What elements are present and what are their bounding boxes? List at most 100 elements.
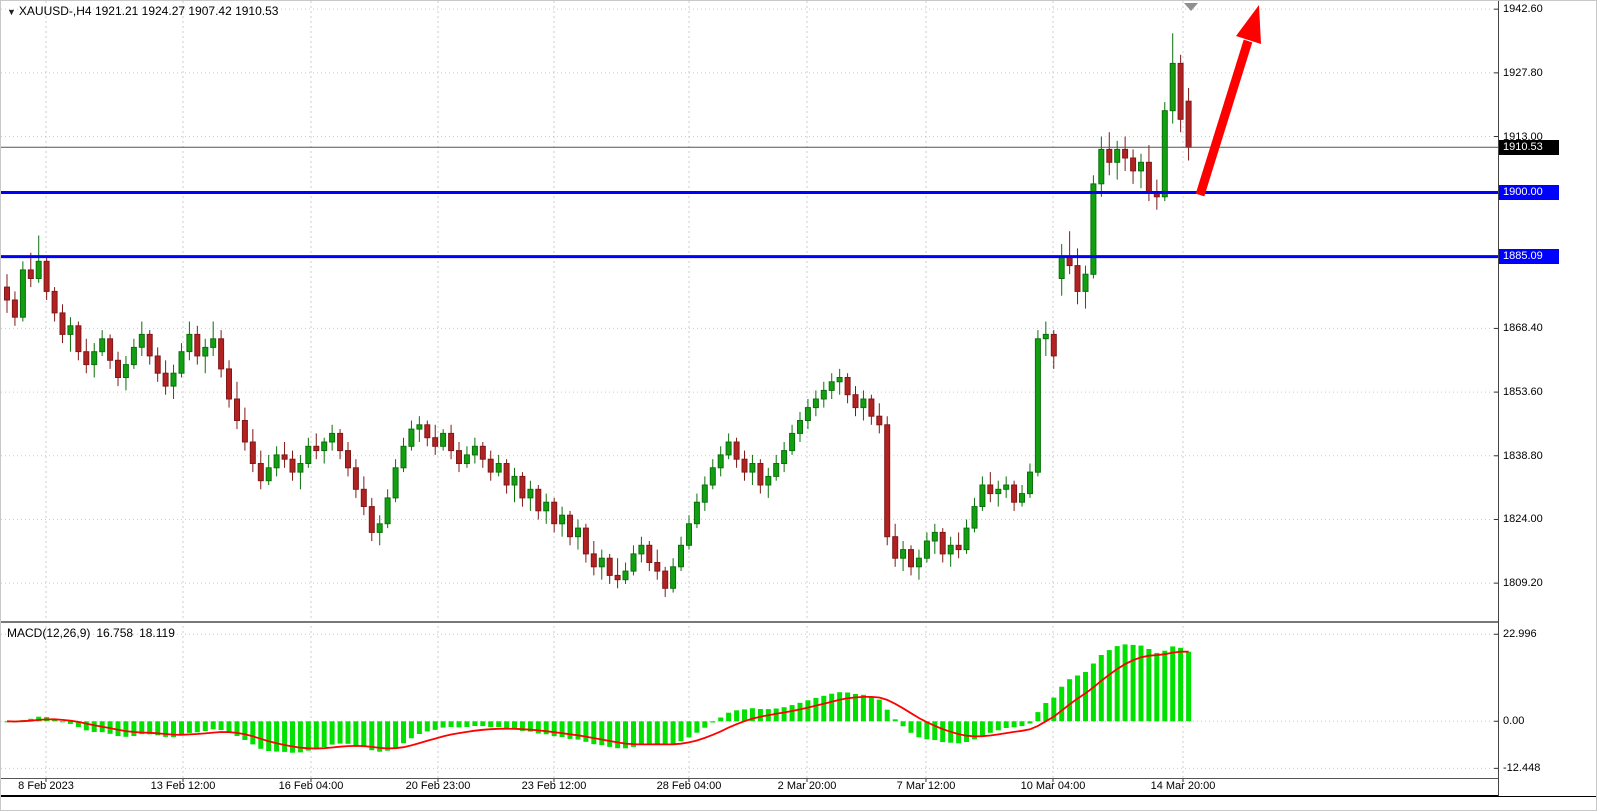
candle-body [241,420,248,443]
candle-body [804,407,811,422]
candle-body [210,338,217,348]
candle-body [717,454,724,469]
macd-bar [290,721,295,753]
candle-body [662,570,669,589]
macd-bar [147,721,153,735]
time-axis-label: 8 Feb 2023 [18,780,74,792]
candle-body [590,553,597,568]
macd-bar [956,721,962,744]
macd-bar [218,721,224,730]
candle-body [606,557,613,576]
candle-body [812,398,819,409]
candle-body [892,536,899,559]
macd-bar [551,721,557,737]
macd-bar [749,708,755,722]
candle-body [75,325,82,353]
candle-body [162,372,169,387]
candle-body [99,338,106,353]
macd-bar [1186,651,1192,722]
candle-body [598,557,605,568]
candle-body [1161,110,1168,198]
macd-bar [329,721,335,745]
candle-body [345,450,351,469]
candle-body [11,299,18,318]
macd-bar [512,721,517,730]
macd-bar [813,697,819,722]
price-level-badge: 1910.53 [1499,139,1559,155]
candle-body [83,351,90,366]
candle-body [487,458,494,473]
macd-bar [369,721,375,751]
macd-bar [995,721,1001,731]
time-axis[interactable]: 8 Feb 2023 13 Feb 12:00 16 Feb 04:00 20 Feb… [1,779,1498,795]
macd-bar [1035,712,1041,722]
candle-body [1185,100,1192,148]
candle-body [249,441,256,464]
macd-bar [908,721,914,733]
macd-bar [226,721,232,733]
candle-body [122,364,129,379]
macd-bar [964,721,969,742]
trend-arrow-annotation[interactable] [1195,5,1261,197]
macd-bar [186,721,192,733]
macd-bar [884,709,890,722]
candle-body [622,570,629,581]
macd-bar [519,721,525,731]
candle-body [1090,183,1097,275]
candle-body [559,514,566,525]
macd-bar [75,721,81,728]
macd-bar [313,721,319,750]
candle-body [868,398,875,417]
price-chart-canvas[interactable] [1,1,1498,796]
time-axis-label: 20 Feb 23:00 [405,780,471,792]
macd-bar [853,694,858,722]
macd-bar [345,721,351,744]
macd-bar [274,721,280,752]
candle-body [448,432,455,452]
candle-body [43,260,50,292]
candle-body [987,484,994,495]
candle-body [1066,256,1073,267]
chart-shift-marker-icon[interactable] [1184,3,1198,11]
candle-body [297,463,304,473]
macd-bar [282,721,288,752]
candle-body [305,445,312,464]
candle-body [741,458,748,473]
candle-body [138,333,145,348]
ohlc-values-label: 1921.21 1924.27 1907.42 1910.53 [94,4,279,18]
pane-separator[interactable] [1,621,1596,623]
macd-bar [393,721,399,748]
candle-body [313,445,320,452]
candle-body [368,506,375,533]
candle-body [543,501,550,512]
candle-body [1003,484,1010,490]
price-axis[interactable]: 1942.60 1927.80 1913.00 1868.40 1853.60 1838.… [1498,1,1596,796]
macd-bar [702,721,708,728]
candle-body [67,325,74,335]
candle-body [146,333,153,357]
macd-bar [202,721,208,731]
macd-bar [1011,721,1017,728]
candle-body [1098,148,1105,185]
candle-body [638,544,645,555]
candle-body [1169,62,1176,112]
candle-body [686,523,692,546]
candle-body [289,458,296,473]
candle-body [630,553,637,572]
price-axis-label: 1927.80 [1503,66,1543,79]
time-axis-label: 28 Feb 04:00 [656,780,722,792]
window-bottom-border [1,795,1596,797]
time-axis-label: 14 Mar 20:00 [1150,780,1216,792]
macd-bar [1138,645,1144,722]
macd-bar [1154,652,1160,722]
macd-bar [480,721,486,727]
macd-bar [234,721,240,736]
macd-bar [773,708,779,722]
candle-body [519,475,526,499]
macd-bar [797,702,803,722]
macd-bar [654,721,660,745]
price-axis-label: 1838.80 [1503,449,1543,462]
macd-bar [742,709,747,722]
candle-body [535,488,542,512]
candle-body [1138,161,1144,172]
